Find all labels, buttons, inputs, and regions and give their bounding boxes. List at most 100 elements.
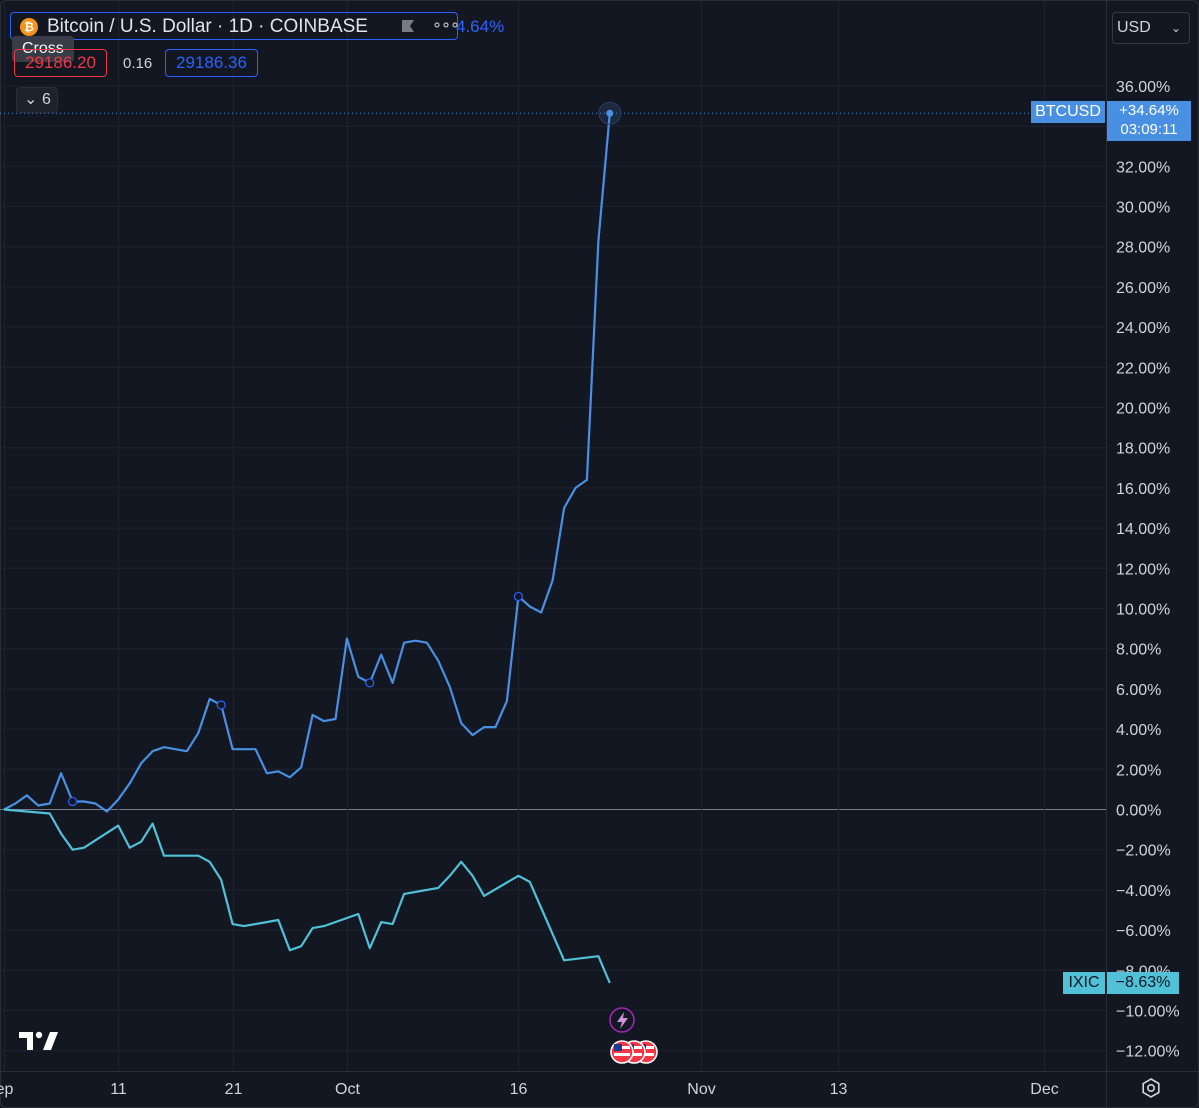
data-point-btcusd[interactable] bbox=[592, 235, 604, 247]
data-point-btcusd[interactable] bbox=[318, 715, 330, 727]
data-point-ixic[interactable] bbox=[78, 842, 90, 854]
data-point-btcusd[interactable] bbox=[489, 721, 501, 733]
symbol-title-box[interactable]: ₿ Bitcoin / U.S. Dollar · 1D · COINBASE … bbox=[10, 12, 460, 40]
data-point-btcusd[interactable] bbox=[192, 727, 204, 739]
data-point-ixic[interactable] bbox=[55, 828, 67, 840]
event-marker[interactable] bbox=[216, 700, 226, 710]
data-point-ixic[interactable] bbox=[238, 920, 250, 932]
data-point-btcusd[interactable] bbox=[9, 797, 21, 809]
data-point-btcusd[interactable] bbox=[409, 635, 421, 647]
data-point-btcusd[interactable] bbox=[581, 474, 593, 486]
data-point-ixic[interactable] bbox=[272, 914, 284, 926]
data-point-btcusd[interactable] bbox=[78, 795, 90, 807]
data-point-ixic[interactable] bbox=[398, 888, 410, 900]
data-point-btcusd[interactable] bbox=[124, 777, 136, 789]
settings-icon[interactable] bbox=[1140, 1077, 1162, 1099]
data-point-ixic[interactable] bbox=[147, 818, 159, 830]
data-point-btcusd[interactable] bbox=[181, 745, 193, 757]
indicators-collapse-button[interactable]: ⌄ 6 bbox=[16, 87, 58, 113]
data-point-btcusd[interactable] bbox=[432, 655, 444, 667]
data-point-ixic[interactable] bbox=[135, 836, 147, 848]
currency-select[interactable]: USD ⌄ bbox=[1112, 12, 1190, 44]
data-point-btcusd[interactable] bbox=[524, 600, 536, 612]
data-point-ixic[interactable] bbox=[512, 870, 524, 882]
data-point-btcusd[interactable] bbox=[535, 607, 547, 619]
data-point-ixic[interactable] bbox=[558, 954, 570, 966]
data-point-btcusd[interactable] bbox=[547, 574, 559, 586]
data-point-btcusd[interactable] bbox=[21, 789, 33, 801]
data-point-ixic[interactable] bbox=[124, 842, 136, 854]
data-point-btcusd[interactable] bbox=[341, 633, 353, 645]
data-point-ixic[interactable] bbox=[455, 856, 467, 868]
data-point-ixic[interactable] bbox=[547, 928, 559, 940]
data-point-ixic[interactable] bbox=[204, 856, 216, 868]
series-line-btcusd[interactable] bbox=[3, 113, 611, 813]
data-point-ixic[interactable] bbox=[0, 804, 10, 816]
btcusd-last-point[interactable] bbox=[606, 109, 614, 117]
data-point-ixic[interactable] bbox=[352, 908, 364, 920]
data-point-btcusd[interactable] bbox=[147, 745, 159, 757]
data-point-btcusd[interactable] bbox=[32, 799, 44, 811]
data-point-ixic[interactable] bbox=[295, 940, 307, 952]
data-point-btcusd[interactable] bbox=[227, 743, 239, 755]
data-point-ixic[interactable] bbox=[158, 850, 170, 862]
data-point-btcusd[interactable] bbox=[101, 806, 113, 818]
data-point-ixic[interactable] bbox=[387, 918, 399, 930]
data-point-ixic[interactable] bbox=[192, 850, 204, 862]
data-point-ixic[interactable] bbox=[307, 922, 319, 934]
data-point-btcusd[interactable] bbox=[261, 767, 273, 779]
data-point-btcusd[interactable] bbox=[89, 797, 101, 809]
event-marker[interactable] bbox=[67, 796, 78, 807]
data-point-btcusd[interactable] bbox=[455, 717, 467, 729]
data-point-btcusd[interactable] bbox=[284, 771, 296, 783]
data-point-btcusd[interactable] bbox=[558, 502, 570, 514]
data-point-ixic[interactable] bbox=[604, 977, 616, 989]
data-point-btcusd[interactable] bbox=[478, 721, 490, 733]
data-point-btcusd[interactable] bbox=[295, 761, 307, 773]
data-point-ixic[interactable] bbox=[318, 920, 330, 932]
data-point-ixic[interactable] bbox=[444, 870, 456, 882]
sell-price-button[interactable]: 29186.20 bbox=[14, 49, 107, 77]
data-point-ixic[interactable] bbox=[524, 876, 536, 888]
data-point-ixic[interactable] bbox=[67, 844, 79, 856]
data-point-btcusd[interactable] bbox=[421, 637, 433, 649]
tradingview-logo-icon[interactable] bbox=[19, 1030, 59, 1052]
data-point-btcusd[interactable] bbox=[272, 765, 284, 777]
data-point-btcusd[interactable] bbox=[387, 677, 399, 689]
event-marker[interactable] bbox=[365, 678, 375, 688]
data-point-ixic[interactable] bbox=[432, 882, 444, 894]
data-point-btcusd[interactable] bbox=[307, 709, 319, 721]
data-point-ixic[interactable] bbox=[364, 942, 376, 954]
series-line-ixic[interactable] bbox=[3, 808, 611, 984]
data-point-ixic[interactable] bbox=[284, 944, 296, 956]
data-point-btcusd[interactable] bbox=[444, 681, 456, 693]
data-point-btcusd[interactable] bbox=[55, 767, 67, 779]
data-point-ixic[interactable] bbox=[375, 916, 387, 928]
data-point-ixic[interactable] bbox=[112, 820, 124, 832]
data-point-btcusd[interactable] bbox=[158, 741, 170, 753]
event-marker[interactable] bbox=[513, 591, 523, 602]
data-point-btcusd[interactable] bbox=[204, 693, 216, 705]
data-point-btcusd[interactable] bbox=[329, 713, 341, 725]
flag-icon[interactable] bbox=[401, 19, 415, 33]
data-point-btcusd[interactable] bbox=[352, 671, 364, 683]
buy-price-button[interactable]: 29186.36 bbox=[165, 49, 258, 77]
data-point-btcusd[interactable] bbox=[238, 743, 250, 755]
data-point-ixic[interactable] bbox=[44, 808, 56, 820]
data-point-btcusd[interactable] bbox=[501, 695, 513, 707]
more-icon[interactable]: ∘∘∘ bbox=[432, 17, 460, 34]
data-point-btcusd[interactable] bbox=[570, 482, 582, 494]
data-point-ixic[interactable] bbox=[215, 874, 227, 886]
data-point-ixic[interactable] bbox=[467, 870, 479, 882]
data-point-ixic[interactable] bbox=[592, 950, 604, 962]
data-point-ixic[interactable] bbox=[478, 890, 490, 902]
data-point-ixic[interactable] bbox=[227, 918, 239, 930]
data-point-btcusd[interactable] bbox=[398, 637, 410, 649]
data-point-btcusd[interactable] bbox=[112, 793, 124, 805]
data-point-btcusd[interactable] bbox=[135, 757, 147, 769]
data-point-btcusd[interactable] bbox=[467, 729, 479, 741]
data-point-btcusd[interactable] bbox=[249, 743, 261, 755]
data-point-btcusd[interactable] bbox=[375, 649, 387, 661]
data-point-btcusd[interactable] bbox=[169, 743, 181, 755]
